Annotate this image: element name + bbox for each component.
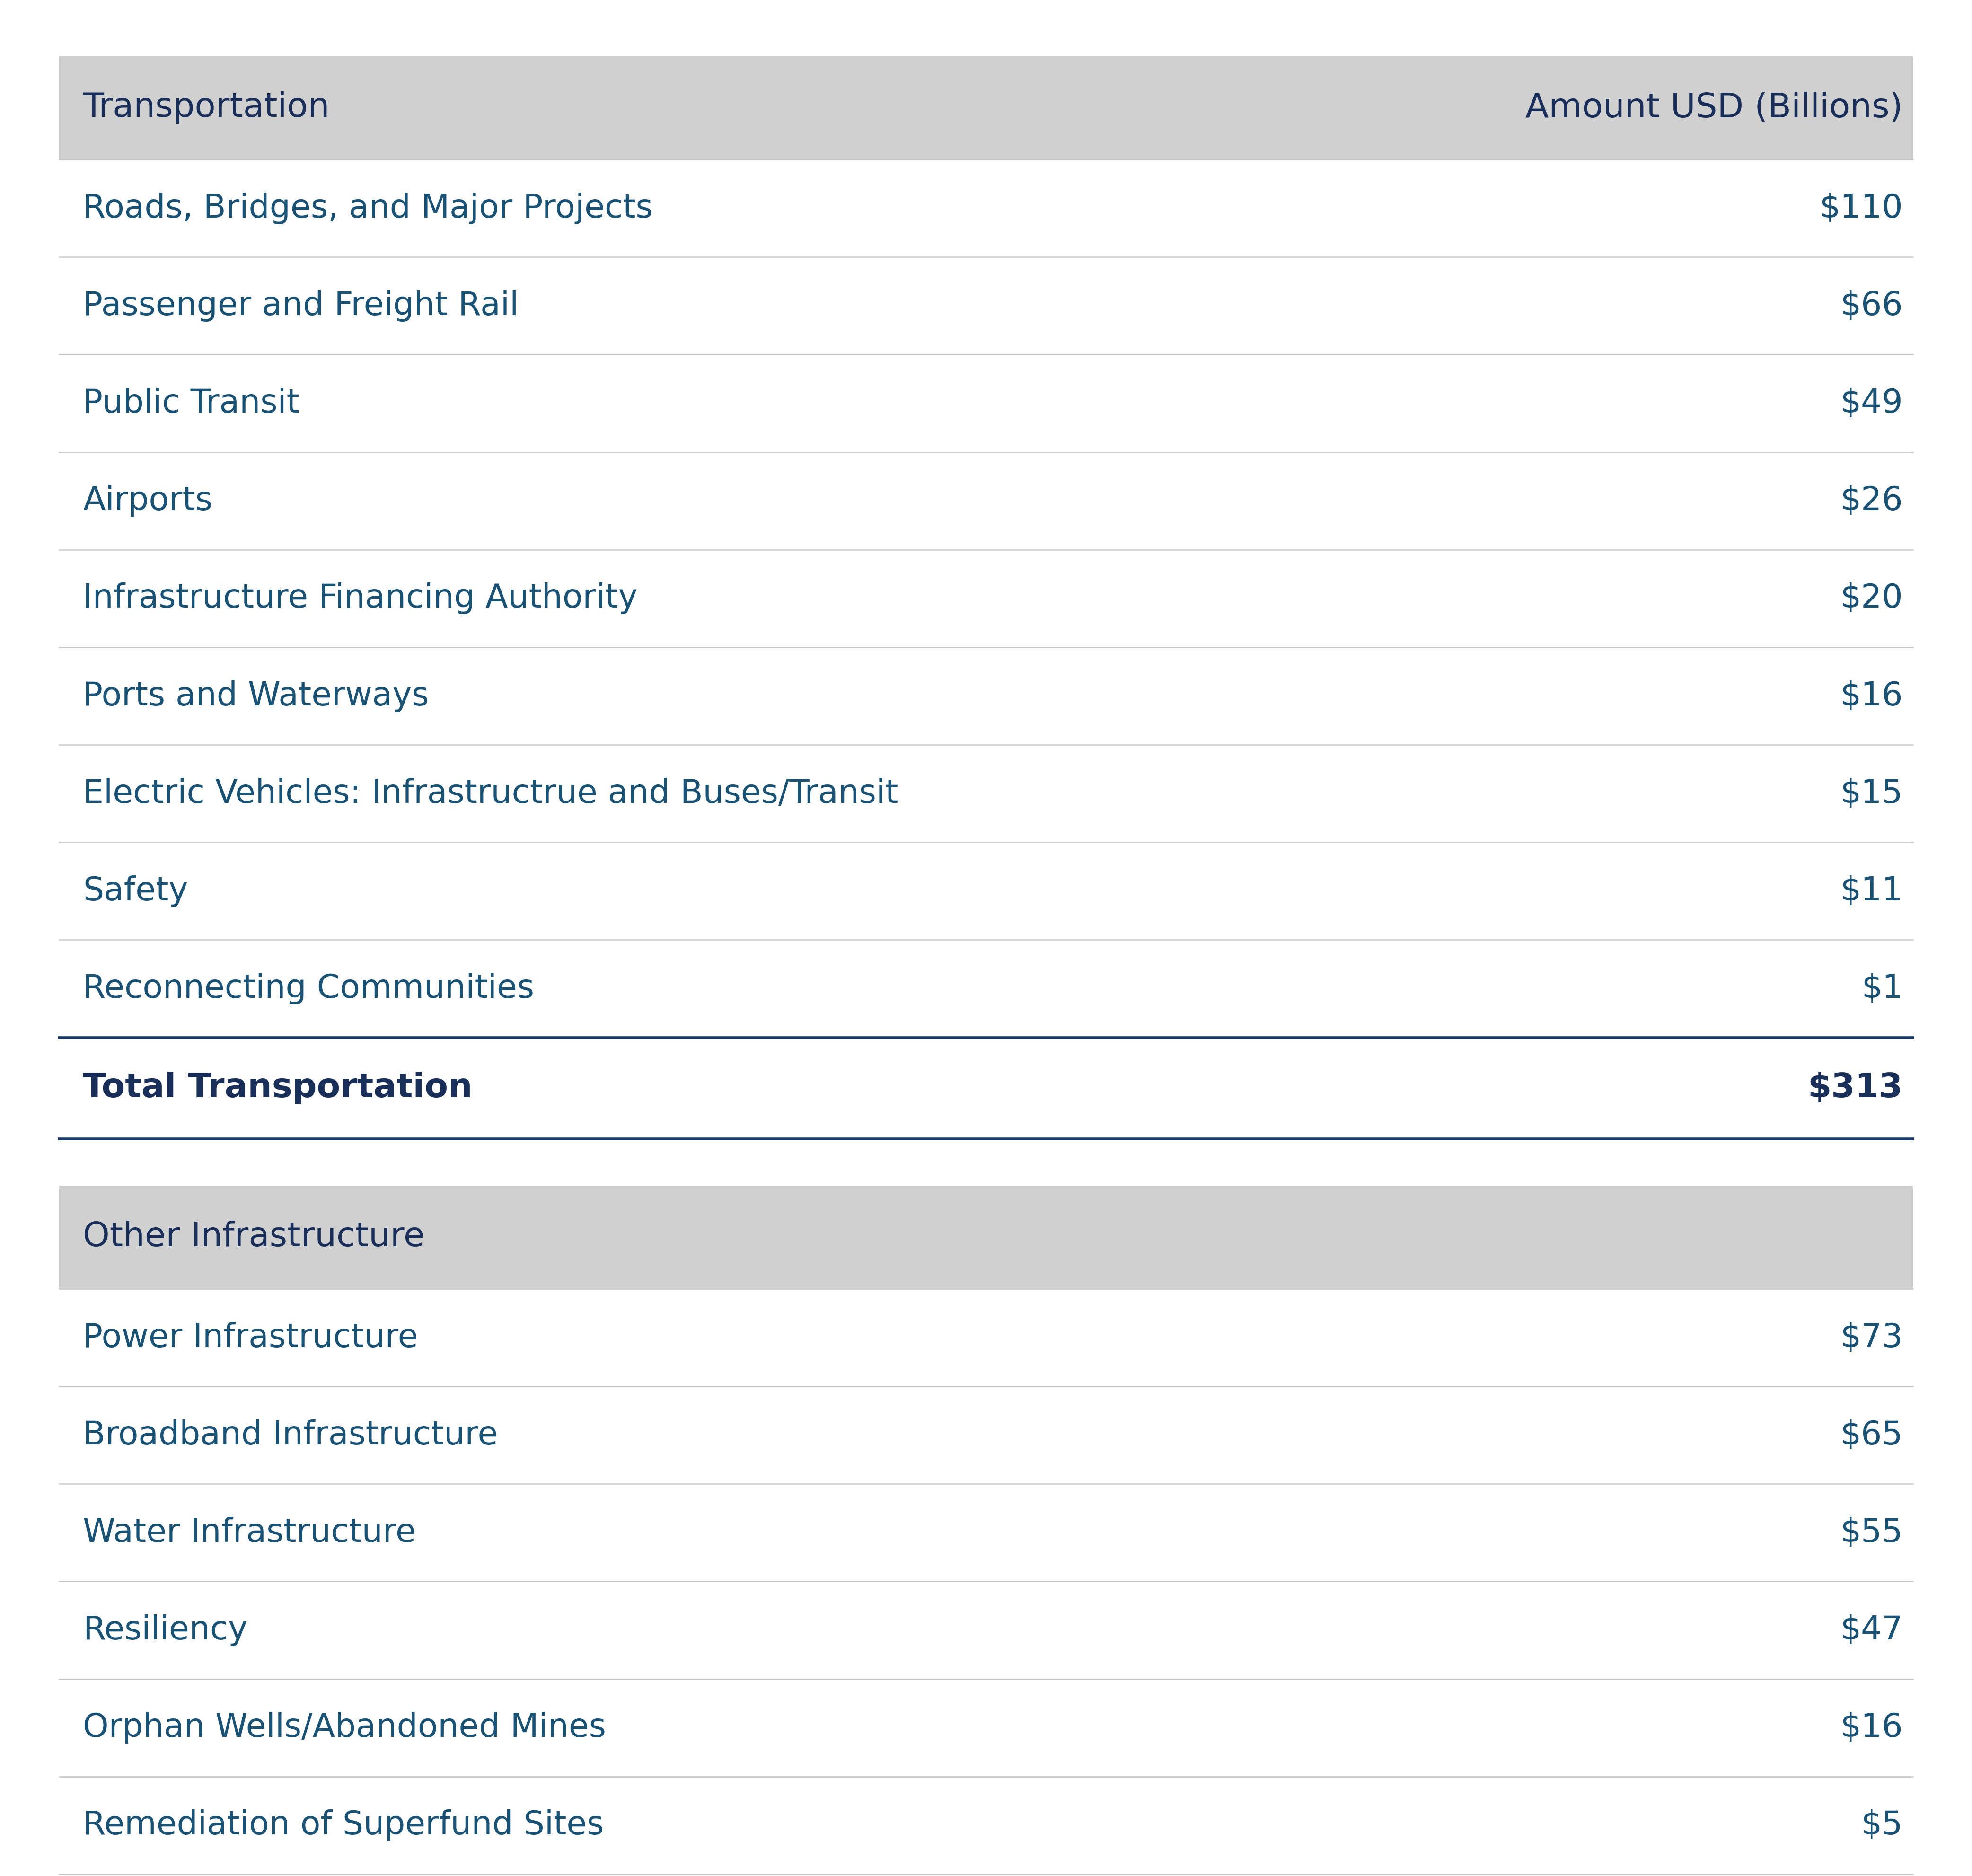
Text: $313: $313 [1808, 1071, 1903, 1105]
Text: $26: $26 [1840, 486, 1903, 516]
Text: $110: $110 [1820, 193, 1903, 223]
Text: Amount USD (Billions): Amount USD (Billions) [1526, 92, 1903, 124]
Text: Passenger and Freight Rail: Passenger and Freight Rail [83, 291, 519, 321]
Text: $11: $11 [1840, 876, 1903, 906]
Text: $15: $15 [1840, 779, 1903, 809]
FancyBboxPatch shape [59, 56, 1913, 159]
Text: Total Transportation: Total Transportation [83, 1071, 473, 1105]
Text: $66: $66 [1840, 291, 1903, 321]
FancyBboxPatch shape [59, 1186, 1913, 1289]
Text: Public Transit: Public Transit [83, 388, 300, 418]
Text: Transportation: Transportation [83, 92, 329, 124]
Text: $49: $49 [1840, 388, 1903, 418]
Text: Safety: Safety [83, 876, 187, 906]
Text: Resiliency: Resiliency [83, 1615, 248, 1645]
Text: $73: $73 [1840, 1323, 1903, 1353]
Text: $65: $65 [1840, 1420, 1903, 1450]
Text: $5: $5 [1862, 1810, 1903, 1840]
Text: $20: $20 [1840, 583, 1903, 613]
Text: Remediation of Superfund Sites: Remediation of Superfund Sites [83, 1810, 603, 1840]
Text: Infrastructure Financing Authority: Infrastructure Financing Authority [83, 583, 637, 613]
Text: Other Infrastructure: Other Infrastructure [83, 1221, 424, 1253]
Text: $55: $55 [1840, 1518, 1903, 1548]
Text: $16: $16 [1840, 681, 1903, 711]
Text: $16: $16 [1840, 1713, 1903, 1743]
Text: Orphan Wells/Abandoned Mines: Orphan Wells/Abandoned Mines [83, 1713, 605, 1743]
Text: Reconnecting Communities: Reconnecting Communities [83, 974, 534, 1004]
Text: Electric Vehicles: Infrastructrue and Buses/Transit: Electric Vehicles: Infrastructrue and Bu… [83, 779, 897, 809]
Text: Roads, Bridges, and Major Projects: Roads, Bridges, and Major Projects [83, 193, 653, 223]
Text: Power Infrastructure: Power Infrastructure [83, 1323, 418, 1353]
Text: $47: $47 [1840, 1615, 1903, 1645]
Text: Water Infrastructure: Water Infrastructure [83, 1518, 416, 1548]
Text: Airports: Airports [83, 486, 213, 516]
Text: $1: $1 [1862, 974, 1903, 1004]
Text: Broadband Infrastructure: Broadband Infrastructure [83, 1420, 499, 1450]
Text: Ports and Waterways: Ports and Waterways [83, 681, 430, 711]
